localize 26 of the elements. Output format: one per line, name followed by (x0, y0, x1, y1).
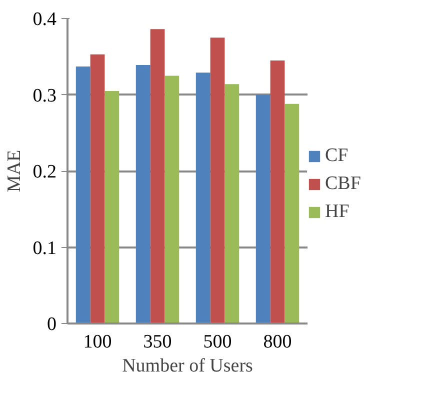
bar (164, 76, 180, 324)
bar (284, 104, 300, 324)
y-tick-label: 0.2 (32, 162, 56, 182)
bar (90, 54, 105, 324)
bar (136, 65, 150, 324)
bar (196, 72, 210, 324)
bar (224, 84, 240, 324)
bar (150, 29, 165, 324)
x-tick-label: 350 (143, 332, 172, 352)
x-tick-label: 800 (263, 332, 292, 352)
y-tick-label: 0.4 (32, 9, 57, 30)
y-axis-title: MAE (4, 150, 25, 192)
y-tick-label: 0 (47, 314, 56, 335)
x-tick-label: 500 (203, 332, 232, 352)
y-tick-label: 0.3 (32, 85, 56, 106)
legend-label: CF (325, 145, 348, 167)
x-axis-title: Number of Users (122, 356, 253, 376)
legend-label: HF (325, 201, 350, 223)
bar (76, 66, 90, 324)
x-tick-label: 100 (83, 332, 112, 352)
bar (104, 90, 120, 324)
bar (210, 38, 225, 324)
y-tick-label: 0.1 (32, 238, 56, 259)
bar (256, 94, 270, 324)
legend-label: CBF (325, 173, 361, 195)
bar (270, 60, 285, 324)
